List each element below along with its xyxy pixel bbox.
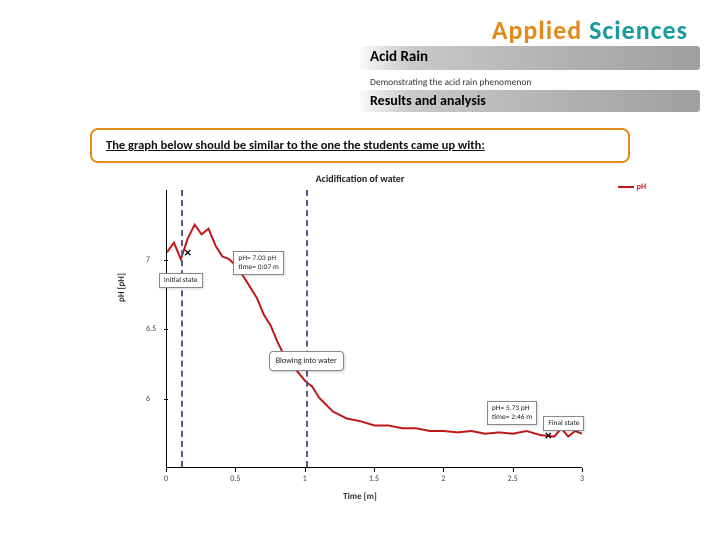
y-tick: 7 — [146, 255, 150, 265]
brand-logo: Applied Sciences — [492, 14, 688, 46]
section-bar: Results and analysis — [360, 90, 700, 112]
x-axis-label: Time [m] — [116, 491, 604, 502]
y-axis-label: pH [pH] — [116, 273, 127, 302]
legend-ph: pH — [618, 182, 646, 192]
section-title: Results and analysis — [370, 92, 486, 109]
chart-title: Acidification of water — [116, 172, 604, 185]
intro-callout: The graph below should be similar to the… — [90, 128, 630, 163]
data-marker: × — [182, 247, 194, 259]
y-tick: 6 — [146, 394, 150, 404]
x-tick: 3 — [580, 474, 584, 484]
line-series — [167, 190, 582, 467]
annot-final-state: Final state — [543, 416, 584, 431]
brand-word-2: Sciences — [589, 14, 688, 46]
y-tick: 6.5 — [146, 324, 156, 334]
brand-word-1: Applied — [492, 14, 582, 46]
page-title-bar: Acid Rain — [360, 46, 700, 70]
event-vline — [306, 190, 308, 467]
x-tick: 2.5 — [508, 474, 518, 484]
x-tick: 1.5 — [369, 474, 379, 484]
x-tick: 0 — [164, 474, 168, 484]
x-tick: 0.5 — [230, 474, 240, 484]
intro-text: The graph below should be similar to the… — [106, 138, 485, 153]
annot-initial-state: Initial state — [159, 273, 203, 288]
chart: Acidification of water pH pH [pH] ××Init… — [116, 172, 604, 502]
data-marker: × — [542, 430, 554, 442]
x-tick: 2 — [441, 474, 445, 484]
event-vline — [181, 190, 183, 467]
plot-area: ××Initial statepH= 7.03 pHtime= 0:07 mBl… — [166, 190, 582, 468]
annot-initial-readout: pH= 7.03 pHtime= 0:07 m — [233, 251, 283, 275]
annot-final-readout: pH= 5.73 pHtime= 2:46 m — [487, 401, 537, 425]
annot-blowing: Blowing into water — [269, 351, 344, 371]
page-title: Acid Rain — [370, 48, 428, 66]
page-subtitle: Demonstrating the acid rain phenomenon — [370, 76, 531, 88]
x-tick: 1 — [303, 474, 307, 484]
